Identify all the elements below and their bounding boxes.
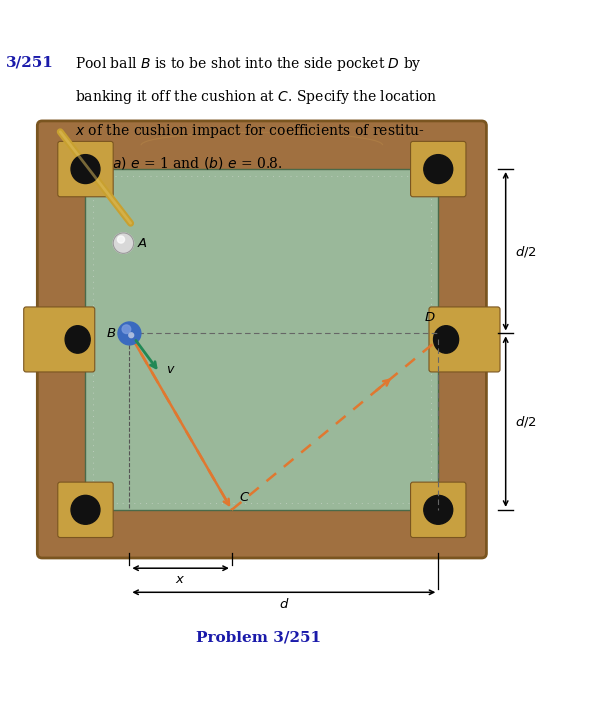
- Text: $B$: $B$: [106, 327, 116, 340]
- Circle shape: [424, 496, 453, 524]
- Circle shape: [122, 325, 131, 333]
- FancyBboxPatch shape: [429, 307, 500, 372]
- FancyBboxPatch shape: [58, 141, 113, 197]
- Text: banking it off the cushion at $C$. Specify the location: banking it off the cushion at $C$. Speci…: [75, 89, 438, 106]
- Circle shape: [113, 233, 134, 253]
- Circle shape: [118, 322, 141, 345]
- Text: Pool ball $B$ is to be shot into the side pocket $D$ by: Pool ball $B$ is to be shot into the sid…: [75, 55, 422, 73]
- Bar: [93, 177, 431, 503]
- FancyBboxPatch shape: [411, 141, 466, 197]
- FancyBboxPatch shape: [37, 121, 486, 558]
- Text: $v$: $v$: [166, 363, 175, 376]
- Circle shape: [424, 155, 453, 184]
- Text: $x$ of the cushion impact for coefficients of restitu-: $x$ of the cushion impact for coefficien…: [75, 121, 425, 140]
- Text: $d$: $d$: [279, 597, 289, 611]
- Circle shape: [71, 155, 100, 184]
- Text: $d/2$: $d/2$: [515, 414, 536, 429]
- Text: Problem 3/251: Problem 3/251: [196, 631, 321, 644]
- Text: tion $(a)$ $e$ = 1 and $(b)$ $e$ = 0.8.: tion $(a)$ $e$ = 1 and $(b)$ $e$ = 0.8.: [75, 155, 283, 171]
- Text: 3/251: 3/251: [6, 55, 54, 69]
- Ellipse shape: [433, 325, 459, 353]
- Circle shape: [129, 333, 134, 337]
- Ellipse shape: [65, 325, 90, 353]
- Circle shape: [71, 496, 100, 524]
- Text: $A$: $A$: [137, 237, 147, 250]
- FancyBboxPatch shape: [411, 482, 466, 537]
- FancyBboxPatch shape: [23, 307, 95, 372]
- FancyBboxPatch shape: [58, 482, 113, 537]
- Text: $x$: $x$: [175, 573, 186, 586]
- Text: $D$: $D$: [424, 311, 435, 325]
- Text: $d/2$: $d/2$: [515, 244, 536, 259]
- Text: $C$: $C$: [239, 491, 250, 504]
- Circle shape: [117, 236, 125, 243]
- Bar: [85, 169, 438, 510]
